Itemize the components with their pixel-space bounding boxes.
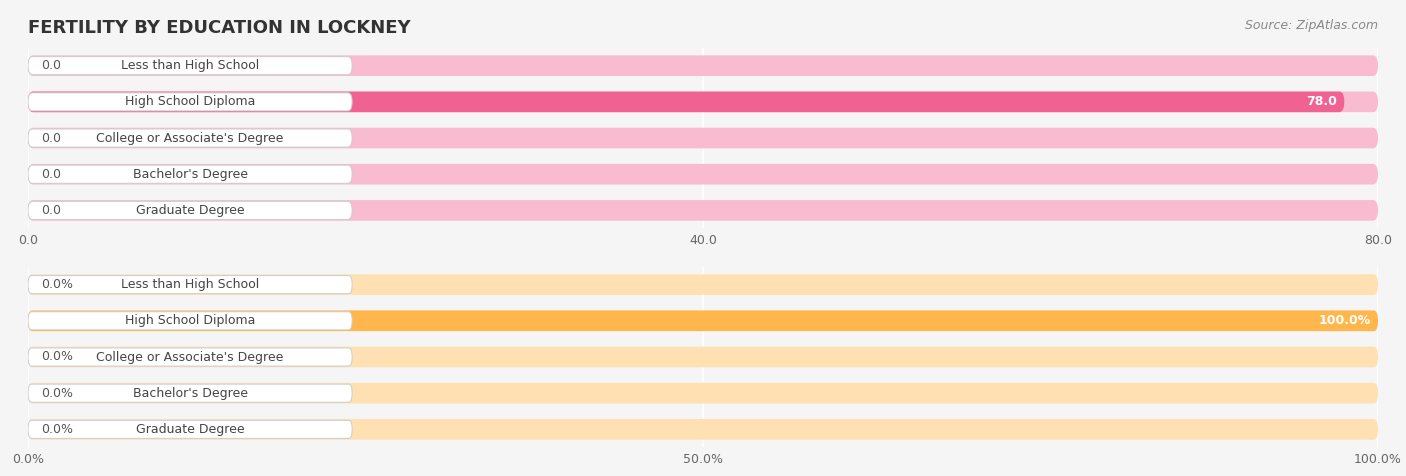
FancyBboxPatch shape [28,274,1378,295]
Text: High School Diploma: High School Diploma [125,314,256,327]
Text: 0.0%: 0.0% [42,423,73,436]
FancyBboxPatch shape [28,384,352,402]
Text: College or Associate's Degree: College or Associate's Degree [97,131,284,145]
FancyBboxPatch shape [28,55,1378,76]
Text: College or Associate's Degree: College or Associate's Degree [97,350,284,364]
FancyBboxPatch shape [28,419,1378,440]
FancyBboxPatch shape [28,91,1344,112]
Text: Bachelor's Degree: Bachelor's Degree [132,168,247,181]
FancyBboxPatch shape [28,348,352,366]
FancyBboxPatch shape [28,128,1378,149]
Text: Bachelor's Degree: Bachelor's Degree [132,387,247,400]
FancyBboxPatch shape [28,347,1378,367]
Text: Source: ZipAtlas.com: Source: ZipAtlas.com [1244,19,1378,32]
FancyBboxPatch shape [28,420,352,438]
Text: 0.0%: 0.0% [42,350,73,364]
Text: 0.0: 0.0 [42,168,62,181]
Text: 100.0%: 100.0% [1319,314,1371,327]
FancyBboxPatch shape [28,310,1378,331]
Text: Graduate Degree: Graduate Degree [136,423,245,436]
FancyBboxPatch shape [28,383,1378,404]
Text: 0.0%: 0.0% [42,278,73,291]
Text: High School Diploma: High School Diploma [125,95,256,109]
FancyBboxPatch shape [28,57,352,75]
FancyBboxPatch shape [28,164,1378,185]
Text: Graduate Degree: Graduate Degree [136,204,245,217]
FancyBboxPatch shape [28,201,352,219]
FancyBboxPatch shape [28,165,352,183]
Text: Less than High School: Less than High School [121,278,259,291]
Text: 0.0: 0.0 [42,59,62,72]
Text: 0.0: 0.0 [42,204,62,217]
Text: 0.0%: 0.0% [42,387,73,400]
Text: FERTILITY BY EDUCATION IN LOCKNEY: FERTILITY BY EDUCATION IN LOCKNEY [28,19,411,37]
Text: Less than High School: Less than High School [121,59,259,72]
FancyBboxPatch shape [28,310,1378,331]
FancyBboxPatch shape [28,312,352,330]
FancyBboxPatch shape [28,200,1378,221]
FancyBboxPatch shape [28,93,352,111]
FancyBboxPatch shape [28,129,352,147]
Text: 0.0: 0.0 [42,131,62,145]
Text: 78.0: 78.0 [1306,95,1337,109]
FancyBboxPatch shape [28,276,352,294]
FancyBboxPatch shape [28,91,1378,112]
